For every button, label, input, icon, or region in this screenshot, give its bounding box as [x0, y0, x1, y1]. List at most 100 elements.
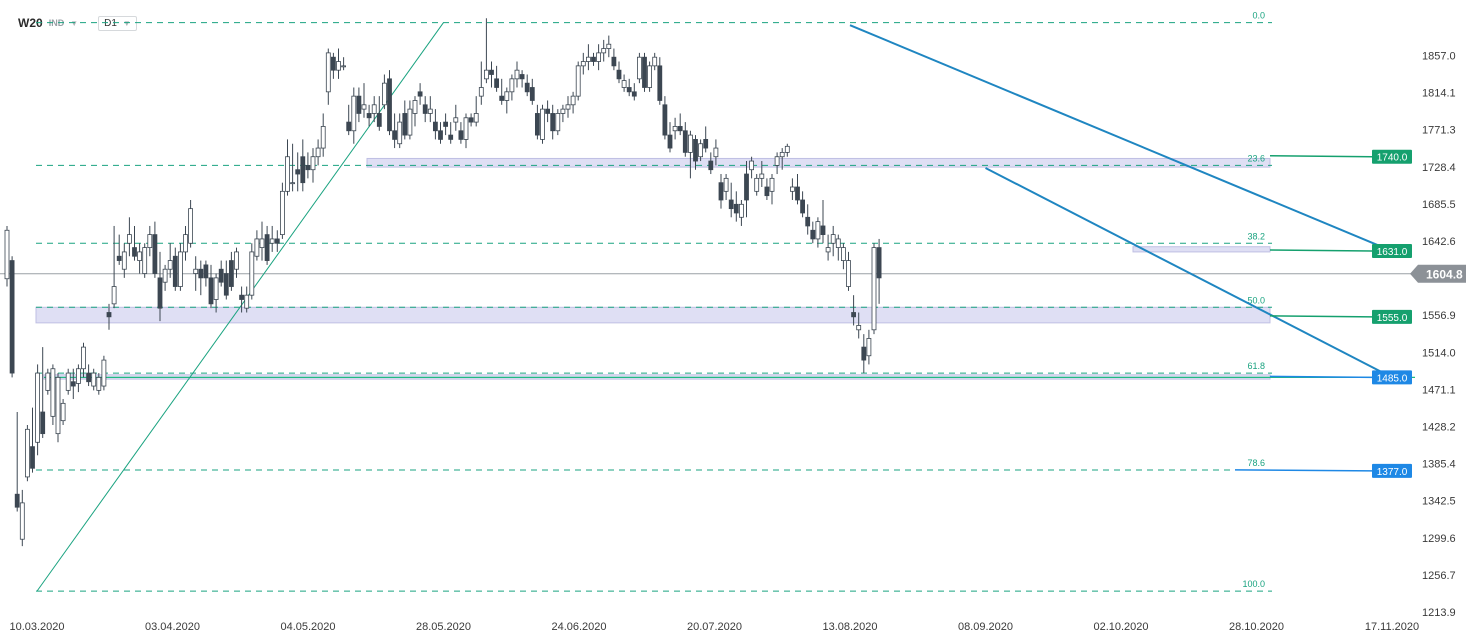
x-tick-label: 24.06.2020: [551, 621, 606, 633]
candle-body: [810, 229, 816, 240]
x-tick-label: 03.04.2020: [145, 621, 200, 633]
candle: [336, 48, 341, 79]
y-tick-label: 1771.3: [1422, 125, 1456, 137]
candle: [631, 83, 637, 101]
candle: [555, 109, 561, 136]
candle: [223, 260, 229, 300]
candle-body: [96, 376, 102, 391]
x-tick-label: 17.11.2020: [1365, 621, 1419, 633]
candle: [570, 91, 576, 114]
candle-body: [177, 251, 183, 287]
x-tick-label: 28.10.2020: [1229, 621, 1284, 633]
candle: [560, 104, 566, 123]
candle-body: [535, 113, 540, 136]
candle: [116, 234, 122, 265]
candle-body: [356, 95, 362, 114]
candle: [234, 247, 239, 278]
fib-label: 100.0: [1242, 579, 1265, 589]
fib-label: 61.8: [1247, 361, 1265, 371]
candle-body: [336, 61, 341, 71]
candle-body: [647, 65, 652, 88]
candle-body: [167, 260, 173, 270]
candle-body: [45, 372, 51, 391]
candle-body: [759, 173, 765, 179]
candle: [438, 122, 443, 144]
candle: [193, 256, 199, 291]
candle-body: [693, 139, 698, 162]
candle-body: [443, 121, 449, 127]
candle: [795, 174, 800, 205]
candle: [24, 424, 30, 482]
fib-label: 78.6: [1247, 458, 1265, 468]
candle-body: [586, 56, 591, 62]
candle: [667, 122, 673, 153]
candle: [846, 251, 851, 291]
candle: [55, 373, 61, 443]
candle: [96, 373, 102, 395]
candle-body: [371, 104, 377, 114]
candle: [366, 104, 372, 127]
candle: [820, 199, 826, 244]
x-tick-label: 20.07.2020: [687, 621, 742, 633]
candle: [519, 70, 525, 88]
candle-body: [672, 126, 678, 132]
candle-body: [494, 78, 500, 88]
candle: [825, 234, 831, 261]
candle: [341, 57, 347, 71]
candle: [162, 264, 168, 291]
candle-body: [341, 65, 347, 68]
candle: [203, 260, 209, 287]
candle: [137, 243, 143, 274]
candle: [866, 329, 872, 365]
candle-body: [723, 177, 729, 192]
candle-body: [688, 134, 693, 153]
candle-body: [19, 502, 25, 540]
candle: [611, 48, 617, 71]
candle: [188, 199, 194, 248]
candle-body: [733, 203, 739, 214]
candle-body: [851, 312, 856, 318]
candle-body: [458, 130, 464, 140]
price-tag-bg: [1372, 149, 1412, 164]
candle: [387, 70, 392, 136]
candle-body: [392, 130, 398, 140]
candle-body: [601, 48, 607, 54]
candle-body: [254, 238, 260, 257]
candle-body: [835, 238, 841, 248]
candle: [177, 243, 183, 291]
candle: [483, 18, 489, 84]
symbol-label[interactable]: W20: [18, 16, 43, 30]
candle-body: [279, 190, 285, 236]
candle-body: [407, 108, 413, 136]
candle: [815, 217, 821, 248]
candle-body: [560, 108, 566, 114]
candle: [244, 286, 250, 313]
candle: [841, 243, 846, 270]
candle: [407, 100, 413, 140]
candle-body: [463, 117, 469, 140]
candle: [14, 412, 20, 512]
candle: [805, 204, 811, 235]
candle: [473, 96, 479, 127]
price-tag: 1631.0: [1377, 247, 1408, 258]
candle: [759, 161, 765, 188]
candle: [183, 225, 188, 261]
candle-body: [820, 225, 826, 236]
candle-body: [478, 87, 484, 97]
candle-body: [682, 130, 688, 153]
x-tick-label: 08.09.2020: [958, 621, 1013, 633]
candle: [290, 143, 296, 192]
candle-body: [203, 264, 209, 279]
candle-body: [438, 130, 443, 140]
candle: [591, 52, 596, 66]
candle: [642, 52, 647, 92]
candle: [35, 364, 40, 456]
candle-body: [642, 56, 647, 88]
fib-label: 0.0: [1252, 11, 1265, 21]
candle-body: [856, 325, 862, 331]
y-tick-label: 1213.9: [1422, 607, 1456, 619]
candle-body: [285, 156, 290, 192]
candle: [682, 122, 688, 157]
candle: [81, 342, 86, 378]
